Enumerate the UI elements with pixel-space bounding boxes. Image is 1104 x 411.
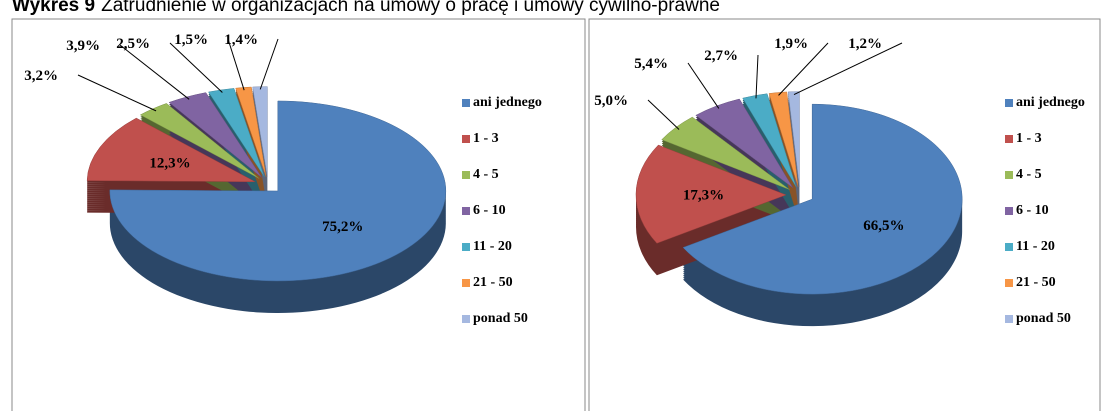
data-label: 5,4% xyxy=(634,56,668,72)
data-label: 2,5% xyxy=(116,36,150,52)
legend-swatch xyxy=(1005,315,1013,323)
slice xyxy=(682,103,963,295)
slice xyxy=(109,100,447,282)
data-label: 75,2% xyxy=(322,219,363,235)
legend-swatch xyxy=(1005,99,1013,107)
legend-label: 4 - 5 xyxy=(1016,167,1042,182)
leader-line xyxy=(778,42,829,96)
leader-line xyxy=(687,62,720,109)
legend-label: ponad 50 xyxy=(1016,311,1071,326)
data-label: 17,3% xyxy=(683,187,724,203)
legend-label: 4 - 5 xyxy=(473,167,499,182)
data-label: 66,5% xyxy=(863,218,904,234)
legend-label: 21 - 50 xyxy=(1016,275,1056,290)
data-label: 1,9% xyxy=(774,36,808,52)
legend-label: ponad 50 xyxy=(473,311,528,326)
legend-label: 6 - 10 xyxy=(1016,203,1049,218)
slice xyxy=(252,86,268,177)
slice xyxy=(139,103,260,179)
leader-line xyxy=(793,42,903,95)
legend-swatch xyxy=(1005,207,1013,215)
legend-swatch xyxy=(1005,171,1013,179)
legend-swatch xyxy=(1005,135,1013,143)
legend-swatch xyxy=(462,279,470,287)
legend-label: 11 - 20 xyxy=(473,239,512,254)
legend-swatch xyxy=(462,207,470,215)
leader-line xyxy=(227,38,245,91)
legend-swatch xyxy=(462,135,470,143)
panel-right xyxy=(588,18,1101,411)
legend-swatch xyxy=(1005,279,1013,287)
data-label: 3,2% xyxy=(24,68,58,84)
data-label: 5,0% xyxy=(594,93,628,109)
legend-label: 1 - 3 xyxy=(473,131,499,146)
title: Wykres 9 Zatrudnienie w organizacjach na … xyxy=(12,0,720,16)
leader-line xyxy=(755,54,759,99)
data-label: 2,7% xyxy=(704,48,738,64)
legend-label: 11 - 20 xyxy=(1016,239,1055,254)
data-label: 1,5% xyxy=(174,32,208,48)
legend-swatch xyxy=(462,315,470,323)
slice xyxy=(695,98,794,188)
slice xyxy=(86,117,256,182)
legend-label: ani jednego xyxy=(473,95,542,110)
legend-swatch xyxy=(462,171,470,179)
title-label: Wykres 9 xyxy=(12,0,95,16)
legend-swatch xyxy=(462,99,470,107)
slice xyxy=(635,144,787,244)
leader-line xyxy=(647,99,680,130)
leader-line xyxy=(119,44,190,100)
data-label: 3,9% xyxy=(66,38,100,54)
legend-swatch xyxy=(1005,243,1013,251)
slice xyxy=(661,116,790,190)
legend-swatch xyxy=(462,243,470,251)
data-label: 1,4% xyxy=(224,32,258,48)
slice xyxy=(768,91,799,187)
legend-label: 21 - 50 xyxy=(473,275,513,290)
data-label: 12,3% xyxy=(149,156,190,172)
title-text: Zatrudnienie w organizacjach na umowy o … xyxy=(101,0,720,16)
leader-line xyxy=(77,74,157,112)
legend-label: 6 - 10 xyxy=(473,203,506,218)
slice xyxy=(742,93,797,188)
leader-line xyxy=(259,38,279,90)
slice xyxy=(168,92,262,178)
panel-left xyxy=(11,18,586,411)
legend-label: 1 - 3 xyxy=(1016,131,1042,146)
legend-label: ani jednego xyxy=(1016,95,1085,110)
slice xyxy=(208,88,265,178)
data-label: 1,2% xyxy=(848,36,882,52)
leader-line xyxy=(169,42,223,93)
